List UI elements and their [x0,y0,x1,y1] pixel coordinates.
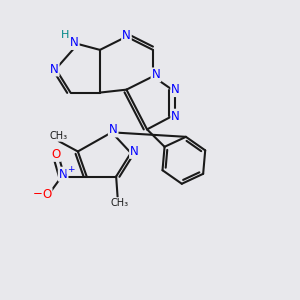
Text: N: N [70,36,79,49]
Text: N: N [109,124,118,136]
Text: N: N [59,168,68,181]
Text: N: N [171,83,180,96]
Text: N: N [122,29,131,42]
Text: N: N [50,62,59,76]
Text: H: H [60,30,69,40]
Text: CH₃: CH₃ [49,131,67,141]
Text: N: N [130,145,139,158]
Text: O: O [51,148,60,161]
Text: +: + [67,165,74,174]
Text: N: N [171,110,180,123]
Text: −: − [32,187,42,200]
Text: O: O [42,188,52,201]
Text: CH₃: CH₃ [110,198,128,208]
Text: N: N [152,68,160,81]
